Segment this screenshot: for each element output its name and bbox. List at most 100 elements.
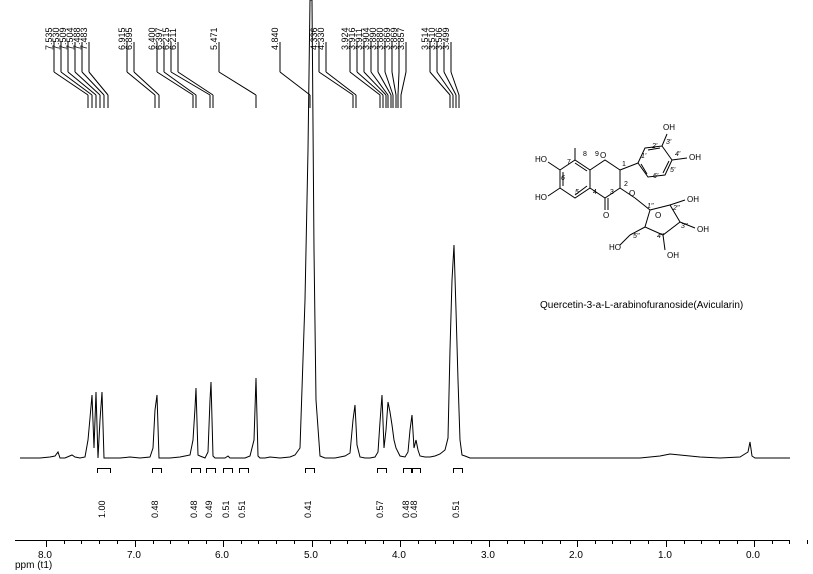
- axis-minor-tick: [64, 540, 65, 544]
- svg-text:OH: OH: [667, 251, 679, 260]
- integral-bracket: [206, 468, 216, 473]
- axis-minor-tick: [99, 540, 100, 544]
- axis-minor-tick: [383, 540, 384, 544]
- integral-value: 0.51: [451, 500, 461, 518]
- axis-tick-label: 4.0: [392, 550, 406, 561]
- axis-minor-tick: [347, 540, 348, 544]
- integral-value: 0.48: [150, 500, 160, 518]
- svg-text:1: 1: [622, 161, 626, 168]
- axis-minor-tick: [542, 540, 543, 544]
- axis-tick: [577, 540, 578, 547]
- axis-tick-label: 1.0: [658, 550, 672, 561]
- axis-minor-tick: [737, 540, 738, 544]
- axis-minor-tick: [648, 540, 649, 544]
- axis-minor-tick: [701, 540, 702, 544]
- axis-minor-tick: [719, 540, 720, 544]
- axis-tick-label: 2.0: [569, 550, 583, 561]
- axis-minor-tick: [330, 540, 331, 544]
- svg-text:2': 2': [651, 143, 658, 150]
- axis-tick: [666, 540, 667, 547]
- svg-text:2": 2": [672, 205, 680, 212]
- axis-tick: [400, 540, 401, 547]
- integral-bracket: [152, 468, 162, 473]
- svg-text:3': 3': [666, 139, 672, 146]
- svg-text:O: O: [655, 211, 661, 220]
- axis-minor-tick: [188, 540, 189, 544]
- axis-minor-tick: [435, 540, 436, 544]
- integral-value: 0.49: [204, 500, 214, 518]
- axis-tick: [135, 540, 136, 547]
- axis-minor-tick: [772, 540, 773, 544]
- svg-text:5': 5': [670, 167, 676, 174]
- axis-minor-tick: [365, 540, 366, 544]
- axis-minor-tick: [81, 540, 82, 544]
- axis-minor-tick: [560, 540, 561, 544]
- integral-bracket: [453, 468, 463, 473]
- svg-text:OH: OH: [687, 195, 699, 204]
- x-axis: [15, 540, 790, 541]
- svg-text:OH: OH: [689, 153, 701, 162]
- axis-tick: [46, 540, 47, 547]
- axis-minor-tick: [241, 540, 242, 544]
- svg-text:4': 4': [675, 151, 681, 158]
- integral-bracket: [377, 468, 387, 473]
- axis-minor-tick: [418, 540, 419, 544]
- axis-minor-tick: [507, 540, 508, 544]
- svg-text:5": 5": [633, 233, 640, 240]
- axis-label-ppm: ppm (t1): [15, 560, 52, 571]
- axis-minor-tick: [276, 540, 277, 544]
- axis-minor-tick: [453, 540, 454, 544]
- axis-minor-tick: [170, 540, 171, 544]
- integral-value: 0.57: [375, 500, 385, 518]
- svg-text:4: 4: [593, 189, 597, 196]
- axis-tick: [312, 540, 313, 547]
- svg-text:O: O: [629, 189, 635, 198]
- svg-text:OH: OH: [663, 123, 675, 132]
- axis-minor-tick: [612, 540, 613, 544]
- svg-text:3": 3": [681, 223, 688, 230]
- svg-text:HO: HO: [535, 155, 547, 164]
- axis-minor-tick: [595, 540, 596, 544]
- nmr-spectrum-figure: 7.5357.5307.5097.5047.4887.4836.9156.895…: [0, 0, 813, 574]
- integral-value: 0.41: [303, 500, 313, 518]
- axis-minor-tick: [630, 540, 631, 544]
- svg-text:3: 3: [610, 189, 614, 196]
- svg-text:6': 6': [653, 173, 659, 180]
- chemical-structure: HO HO O O O OH OH OH OH OH HO O 8 9 1 2 …: [525, 110, 790, 300]
- svg-text:HO: HO: [535, 193, 547, 202]
- axis-minor-tick: [117, 540, 118, 544]
- svg-text:O: O: [603, 211, 609, 220]
- axis-tick: [754, 540, 755, 547]
- axis-minor-tick: [294, 540, 295, 544]
- axis-minor-tick: [153, 540, 154, 544]
- svg-text:1": 1": [647, 203, 654, 210]
- integral-bracket: [223, 468, 233, 473]
- svg-text:6: 6: [561, 175, 565, 182]
- integral-bracket: [97, 468, 111, 473]
- svg-text:2: 2: [624, 181, 628, 188]
- axis-minor-tick: [807, 540, 808, 544]
- svg-text:5: 5: [575, 189, 579, 196]
- axis-minor-tick: [684, 540, 685, 544]
- svg-text:HO: HO: [609, 243, 621, 252]
- axis-minor-tick: [524, 540, 525, 544]
- axis-tick: [223, 540, 224, 547]
- axis-tick-label: 3.0: [481, 550, 495, 561]
- integral-value: 0.51: [221, 500, 231, 518]
- axis-minor-tick: [471, 540, 472, 544]
- integral-bracket: [305, 468, 315, 473]
- integral-bracket: [239, 468, 249, 473]
- axis-tick-label: 7.0: [127, 550, 141, 561]
- integral-value: 0.48: [409, 500, 419, 518]
- axis-tick: [489, 540, 490, 547]
- integral-value: 0.51: [237, 500, 247, 518]
- svg-text:9: 9: [595, 151, 599, 158]
- compound-name: Quercetin-3-a-L-arabinofuranoside(Avicul…: [540, 300, 743, 311]
- svg-text:7: 7: [567, 159, 571, 166]
- svg-text:1': 1': [641, 153, 647, 160]
- axis-tick-label: 6.0: [215, 550, 229, 561]
- svg-text:4": 4": [657, 233, 664, 240]
- svg-text:O: O: [600, 151, 606, 160]
- axis-tick-label: 0.0: [746, 550, 760, 561]
- integral-value: 0.48: [189, 500, 199, 518]
